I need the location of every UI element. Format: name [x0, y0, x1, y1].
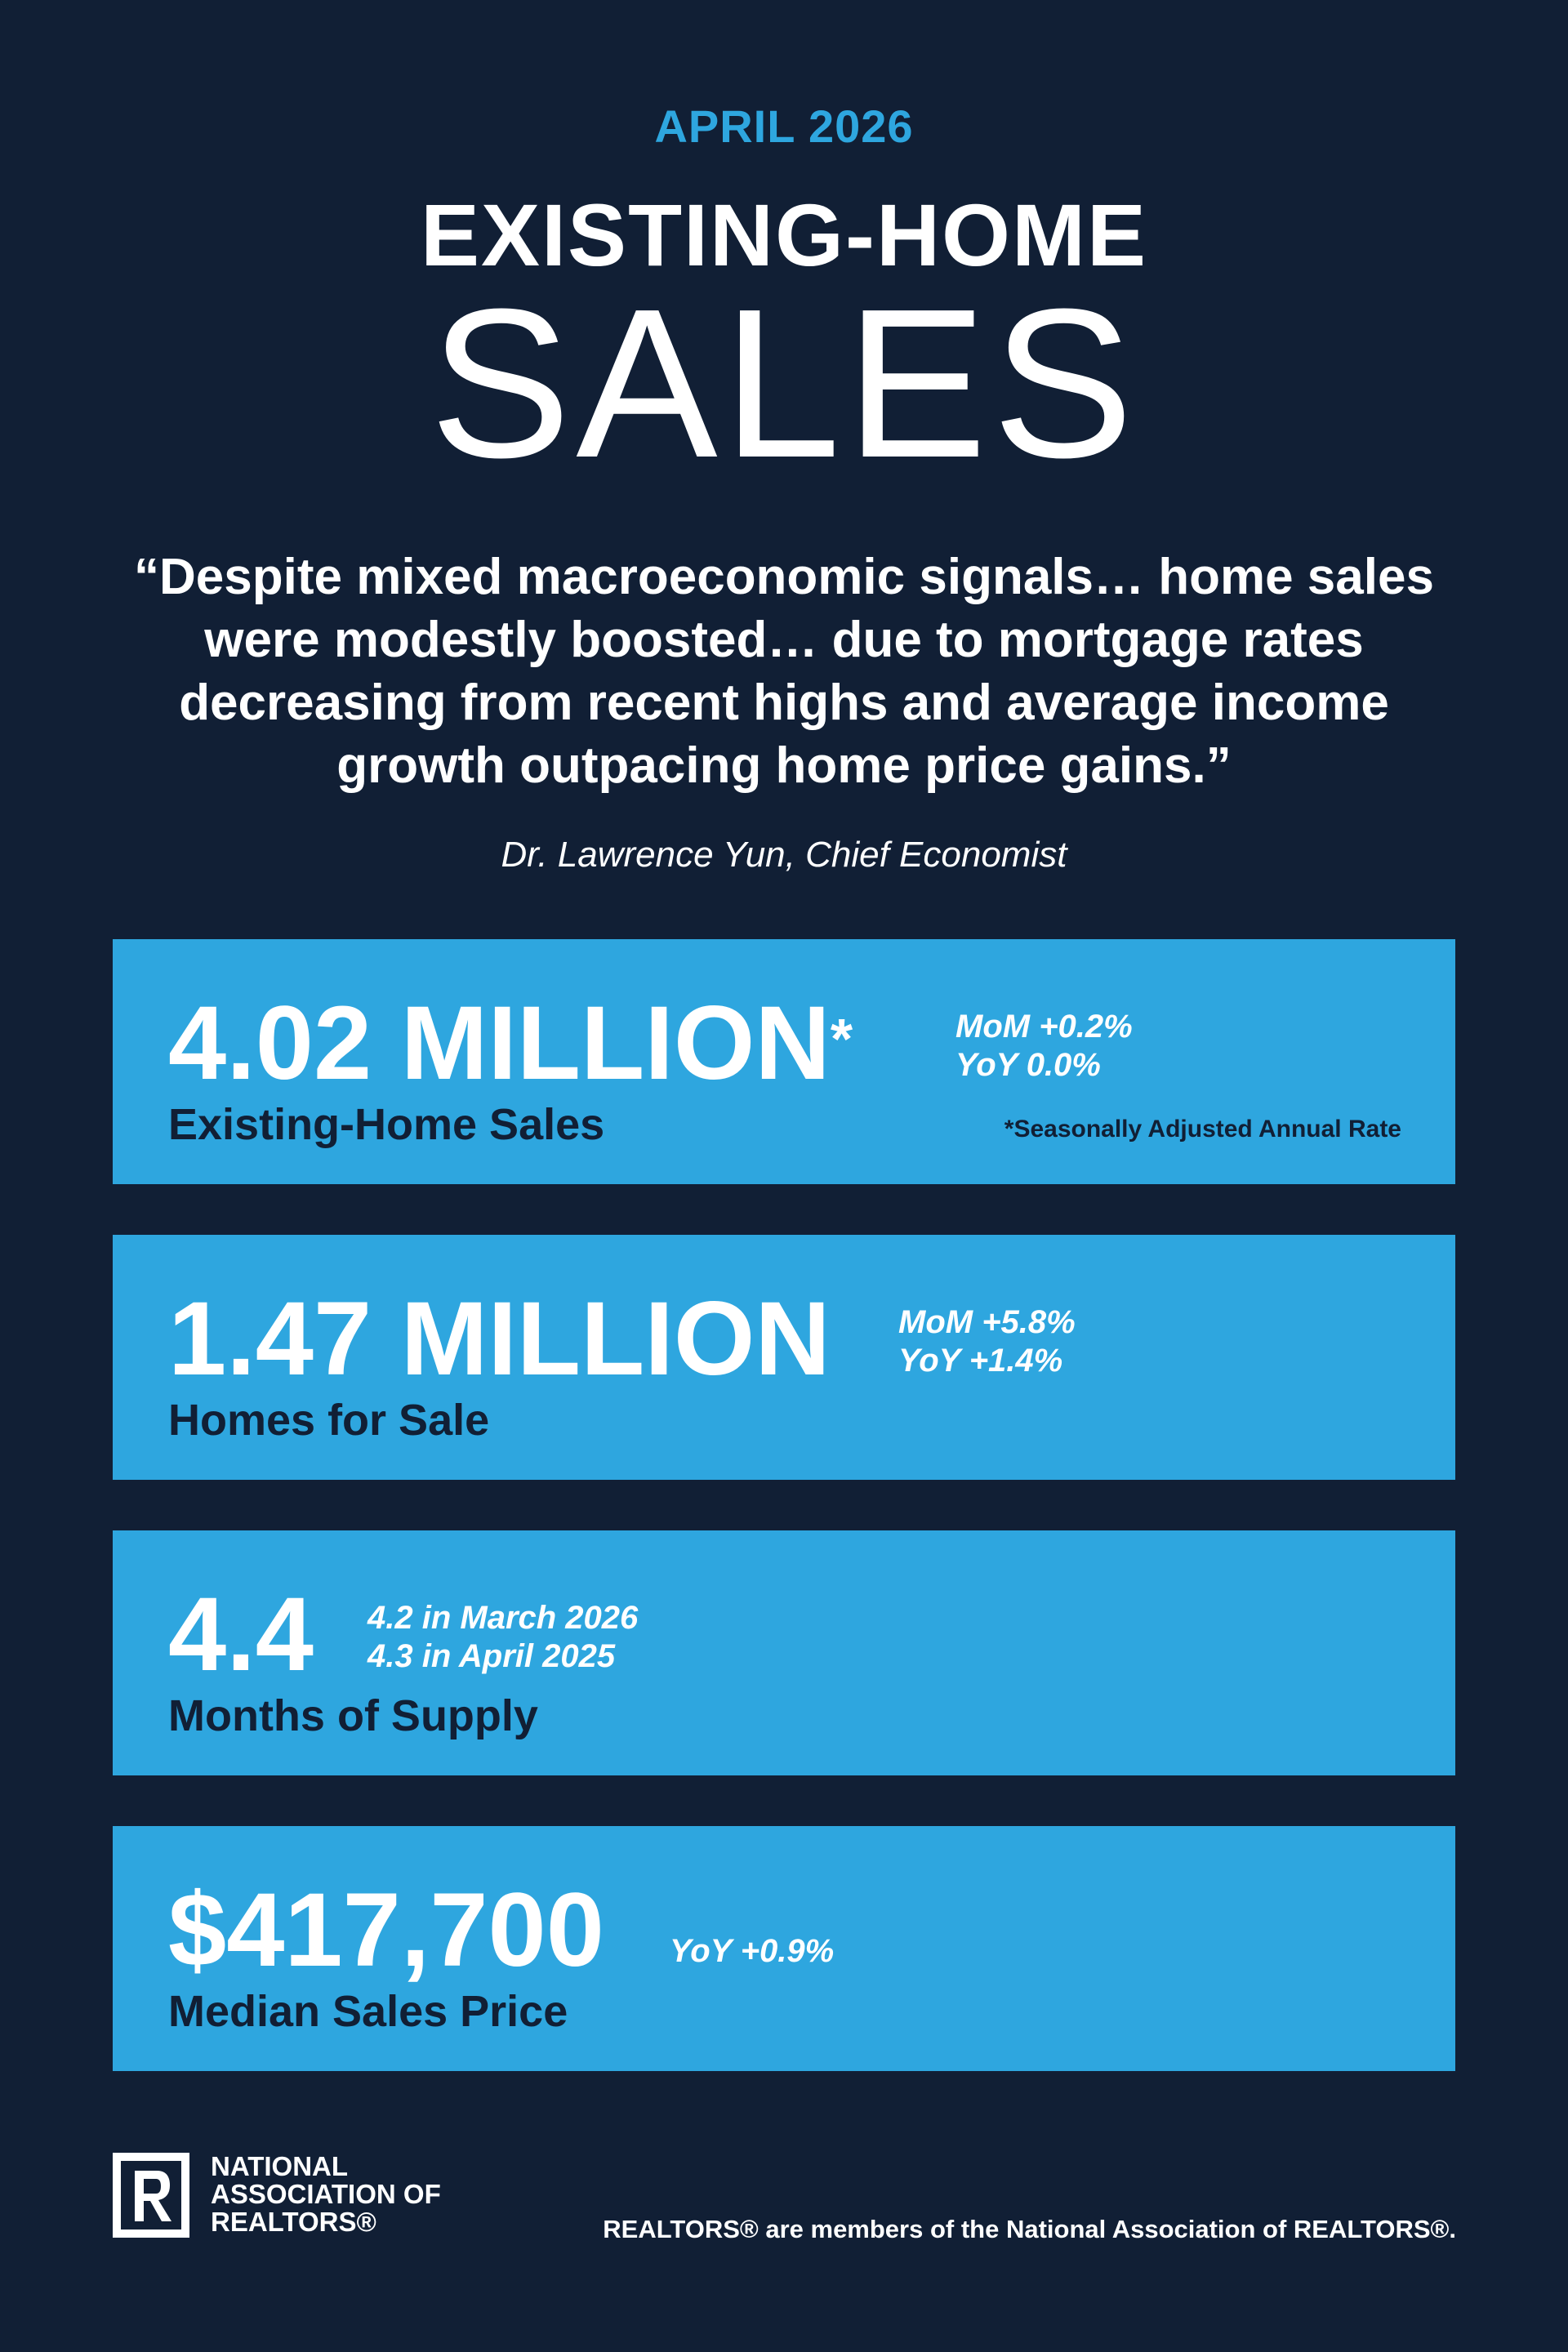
card-value: 4.4 — [168, 1576, 314, 1693]
card-existing-home-sales: 4.02 MILLION* MoM +0.2% YoY 0.0% Existin… — [113, 939, 1455, 1184]
card-value: 1.47 MILLION — [168, 1281, 831, 1397]
card-median-sales-price: $417,700 YoY +0.9% Median Sales Price — [113, 1826, 1455, 2071]
card-stats: 4.2 in March 2026 4.3 in April 2025 — [368, 1599, 638, 1676]
asterisk-mark: * — [830, 1007, 853, 1071]
economist-quote: “Despite mixed macroeconomic signals… ho… — [134, 549, 1434, 794]
org-name: NATIONAL ASSOCIATION OF REALTORS® — [211, 2153, 441, 2236]
org-line-3: REALTORS® — [211, 2207, 376, 2237]
report-date: APRIL 2026 — [654, 100, 914, 152]
card-stats: YoY +0.9% — [670, 1932, 834, 1971]
card-months-of-supply: 4.4 4.2 in March 2026 4.3 in April 2025 … — [113, 1530, 1455, 1775]
realtor-r-logo-icon — [113, 2153, 189, 2238]
footer-disclaimer: REALTORS® are members of the National As… — [603, 2215, 1456, 2243]
card-label: Months of Supply — [168, 1691, 538, 1740]
stat-prior-month: 4.2 in March 2026 — [368, 1600, 639, 1636]
card-stats: MoM +0.2% YoY 0.0% — [956, 1008, 1133, 1085]
card-homes-for-sale: 1.47 MILLION MoM +5.8% YoY +1.4% Homes f… — [113, 1235, 1455, 1480]
card-value: 4.02 MILLION* — [168, 985, 853, 1102]
stat-mom: MoM +5.8% — [898, 1304, 1076, 1340]
org-line-2: ASSOCIATION OF — [211, 2179, 441, 2209]
title-line-2: SALES — [429, 265, 1139, 502]
stat-yoy: YoY +1.4% — [898, 1343, 1063, 1379]
title-line-1: EXISTING-HOME — [420, 185, 1148, 284]
stat-yoy: YoY +0.9% — [670, 1933, 835, 1969]
card-label: Existing-Home Sales — [168, 1100, 605, 1149]
card-label: Homes for Sale — [168, 1396, 490, 1445]
card-label: Median Sales Price — [168, 1987, 568, 2036]
card-value: $417,700 — [168, 1872, 604, 1989]
saar-note: *Seasonally Adjusted Annual Rate — [1004, 1116, 1401, 1143]
stat-prior-year: 4.3 in April 2025 — [368, 1638, 616, 1674]
stat-mom: MoM +0.2% — [956, 1009, 1133, 1045]
org-line-1: NATIONAL — [211, 2151, 349, 2181]
stat-yoy: YoY 0.0% — [956, 1047, 1101, 1083]
card-stats: MoM +5.8% YoY +1.4% — [898, 1303, 1076, 1380]
quote-attribution: Dr. Lawrence Yun, Chief Economist — [501, 835, 1067, 875]
